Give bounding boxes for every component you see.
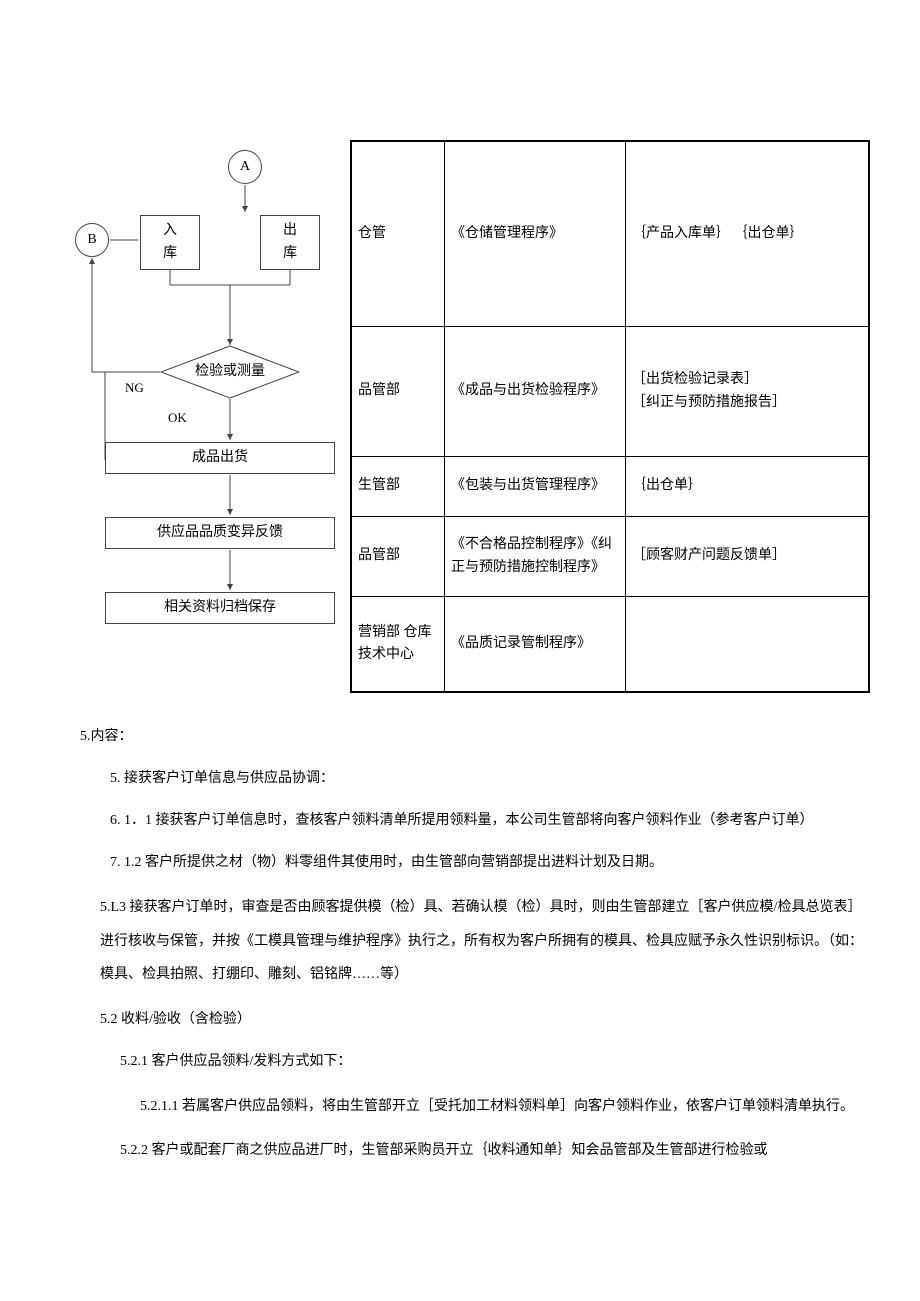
para-6: 6. 1．1 接获客户订单信息时，查核客户领料清单所提用领料量，本公司生管部将向… [50,807,870,835]
box-out-label: 出 库 [283,220,297,265]
cell-proc: 《仓储管理程序》 [445,142,626,327]
cell-proc: 《包装与出货管理程序》 [445,457,626,517]
flowchart: A B 入 库 出 库 检验或测量 NG OK 成品出货 供应品品质变异反馈 相… [50,140,350,690]
cell-doc [625,597,868,692]
cell-doc: ［出货检验记录表］ ［纠正与预防措施报告］ [625,327,868,457]
cell-doc: ［顾客财产问题反馈单］ [625,517,868,597]
heading-5: 5.内容： [50,723,870,751]
table-row: 生管部 《包装与出货管理程序》 ｛出仓单｝ [352,457,869,517]
diamond-label: 检验或测量 [195,361,265,383]
cell-dept: 品管部 [352,327,445,457]
cell-proc: 《成品与出货检验程序》 [445,327,626,457]
flow-box-in: 入 库 [140,215,200,270]
para-7: 7. 1.2 客户所提供之材（物）料零组件其使用时，由生管部向营销部提出进料计划… [50,849,870,877]
label-ng: NG [125,378,144,399]
flow-box-ship: 成品出货 [105,442,335,474]
flow-diamond: 检验或测量 [160,345,300,399]
para-5L3: 5.L3 接获客户订单时，审查是否由顾客提供模（检）具、若确认模（检）具时，则由… [50,891,870,992]
flow-box-archive: 相关资料归档保存 [105,592,335,624]
para-52: 5.2 收料/验收（含检验） [50,1006,870,1034]
table-row: 营销部 仓库 技术中心 《品质记录管制程序》 [352,597,869,692]
table-row: 品管部 《成品与出货检验程序》 ［出货检验记录表］ ［纠正与预防措施报告］ [352,327,869,457]
cell-doc: ｛出仓单｝ [625,457,868,517]
process-table: 仓管 《仓储管理程序》 ｛产品入库单｝ ｛出仓单｝ 品管部 《成品与出货检验程序… [350,140,870,693]
top-section: A B 入 库 出 库 检验或测量 NG OK 成品出货 供应品品质变异反馈 相… [50,140,870,693]
content-section: 5.内容： 5. 接获客户订单信息与供应品协调： 6. 1．1 接获客户订单信息… [50,723,870,1165]
cell-proc: 《品质记录管制程序》 [445,597,626,692]
flow-circle-a: A [228,150,262,184]
flow-circle-b: B [75,223,109,257]
para-521: 5.2.1 客户供应品领料/发料方式如下： [50,1048,870,1076]
box-in-label: 入 库 [163,220,177,265]
box-archive-label: 相关资料归档保存 [164,597,276,619]
para-5: 5. 接获客户订单信息与供应品协调： [50,765,870,793]
table-row: 品管部 《不合格品控制程序》《纠正与预防措施控制程序》 ［顾客财产问题反馈单］ [352,517,869,597]
cell-dept: 营销部 仓库 技术中心 [352,597,445,692]
cell-dept: 品管部 [352,517,445,597]
cell-dept: 生管部 [352,457,445,517]
flow-box-out: 出 库 [260,215,320,270]
label-ok: OK [168,408,187,429]
cell-doc: ｛产品入库单｝ ｛出仓单｝ [625,142,868,327]
box-ship-label: 成品出货 [192,447,248,469]
para-522: 5.2.2 客户或配套厂商之供应品进厂时，生管部采购员开立｛收料通知单｝知会品管… [50,1137,870,1165]
circle-b-label: B [87,229,96,251]
para-5211: 5.2.1.1 若属客户供应品领料，将由生管部开立［受托加工材料领料单］向客户领… [50,1090,870,1124]
flow-box-feedback: 供应品品质变异反馈 [105,517,335,549]
circle-a-label: A [240,156,250,178]
cell-proc: 《不合格品控制程序》《纠正与预防措施控制程序》 [445,517,626,597]
box-feedback-label: 供应品品质变异反馈 [157,522,283,544]
table-row: 仓管 《仓储管理程序》 ｛产品入库单｝ ｛出仓单｝ [352,142,869,327]
cell-dept: 仓管 [352,142,445,327]
